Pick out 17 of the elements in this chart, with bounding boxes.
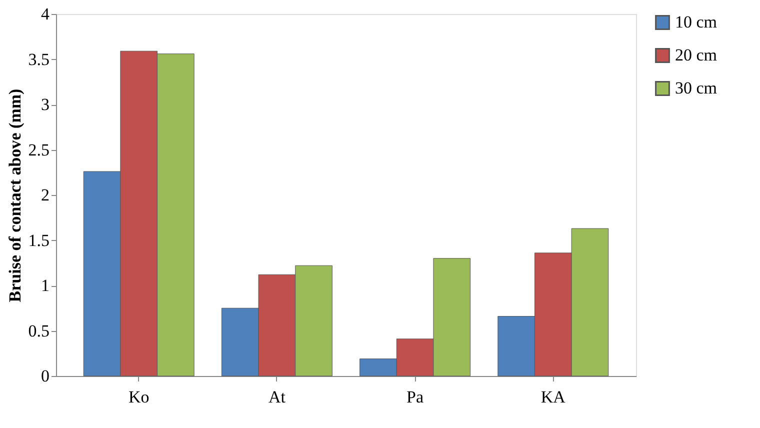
x-tick-label: At <box>268 388 286 406</box>
y-tick-label: 0 <box>41 366 50 386</box>
y-tick-label: 1 <box>41 276 50 295</box>
y-tick-label: 0.5 <box>28 321 50 340</box>
y-tick-label: 1.5 <box>28 230 50 250</box>
legend-label: 20 cm <box>675 46 718 64</box>
y-tick-label: 3 <box>41 95 50 114</box>
x-tick-label: KA <box>540 388 566 406</box>
x-tick-label: Ko <box>128 388 150 406</box>
legend-label: 30 cm <box>675 78 718 98</box>
y-axis-title: Bruise of contact above (mm) <box>5 88 24 302</box>
y-tick-label: 4 <box>41 4 50 24</box>
legend-label: 10 cm <box>675 12 718 32</box>
y-tick-label: 3.5 <box>28 50 50 69</box>
x-tick-label: Pa <box>406 388 424 406</box>
y-tick-label: 2 <box>41 186 50 204</box>
y-tick-label: 2.5 <box>28 140 50 160</box>
